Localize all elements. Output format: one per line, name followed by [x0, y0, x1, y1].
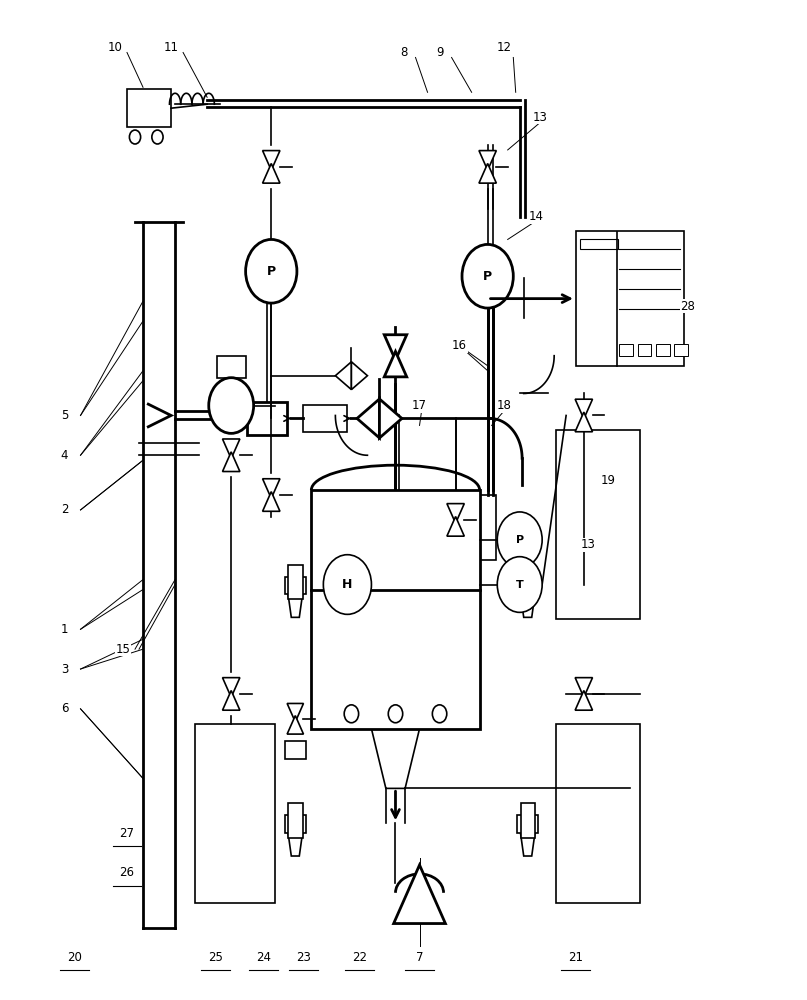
Polygon shape — [223, 678, 240, 697]
Bar — [312, 490, 479, 729]
Polygon shape — [351, 362, 367, 390]
Bar — [675, 344, 688, 356]
Bar — [517, 815, 538, 833]
Polygon shape — [262, 492, 280, 511]
Polygon shape — [336, 362, 351, 390]
Circle shape — [388, 705, 403, 723]
Bar — [576, 232, 684, 366]
Circle shape — [433, 705, 447, 723]
Polygon shape — [357, 399, 379, 438]
Polygon shape — [262, 151, 280, 170]
Polygon shape — [287, 716, 303, 734]
Circle shape — [462, 244, 513, 308]
Bar — [556, 724, 640, 903]
Bar — [556, 430, 640, 619]
Polygon shape — [447, 517, 464, 536]
Polygon shape — [223, 439, 240, 459]
Circle shape — [245, 239, 297, 303]
Text: 10: 10 — [107, 41, 123, 54]
Bar — [285, 741, 306, 759]
Circle shape — [129, 130, 140, 144]
Polygon shape — [575, 691, 592, 710]
Circle shape — [345, 705, 358, 723]
Text: 21: 21 — [568, 951, 583, 964]
Text: 1: 1 — [61, 623, 69, 636]
Text: P: P — [266, 265, 276, 278]
Text: 15: 15 — [115, 643, 131, 656]
Polygon shape — [223, 691, 240, 710]
Text: 13: 13 — [533, 111, 547, 124]
Bar — [217, 356, 245, 378]
Bar — [288, 565, 303, 599]
Text: 28: 28 — [680, 300, 696, 313]
Text: 9: 9 — [436, 46, 443, 59]
Bar — [285, 577, 306, 594]
Bar — [479, 495, 496, 560]
Polygon shape — [575, 678, 592, 697]
Text: P: P — [516, 535, 524, 545]
Bar — [638, 344, 651, 356]
Polygon shape — [575, 412, 592, 432]
Text: 2: 2 — [61, 503, 69, 516]
Polygon shape — [288, 833, 303, 856]
Bar — [247, 402, 287, 435]
Text: 26: 26 — [119, 866, 135, 879]
Bar — [285, 815, 306, 833]
Text: 27: 27 — [119, 827, 135, 840]
Text: 22: 22 — [352, 951, 367, 964]
Bar — [656, 344, 670, 356]
Text: 13: 13 — [580, 538, 596, 551]
Bar — [195, 724, 275, 903]
Text: 7: 7 — [416, 951, 424, 964]
Text: 4: 4 — [61, 449, 69, 462]
Text: 18: 18 — [496, 399, 511, 412]
Circle shape — [209, 378, 253, 433]
Polygon shape — [371, 729, 420, 788]
Polygon shape — [287, 703, 303, 722]
Circle shape — [324, 555, 371, 614]
Text: 17: 17 — [412, 399, 427, 412]
Bar — [288, 803, 303, 838]
Bar — [303, 405, 347, 432]
Text: 24: 24 — [256, 951, 270, 964]
Text: 11: 11 — [164, 41, 178, 54]
Text: 12: 12 — [496, 41, 511, 54]
Bar — [521, 803, 535, 838]
Polygon shape — [447, 504, 464, 523]
Polygon shape — [521, 833, 535, 856]
Polygon shape — [384, 335, 407, 360]
Text: 5: 5 — [61, 409, 68, 422]
Circle shape — [497, 557, 542, 612]
Text: 25: 25 — [207, 951, 223, 964]
Polygon shape — [521, 594, 535, 617]
Circle shape — [152, 130, 163, 144]
Polygon shape — [262, 163, 280, 183]
Polygon shape — [379, 399, 402, 438]
Text: 20: 20 — [68, 951, 82, 964]
Text: H: H — [342, 578, 353, 591]
Bar — [579, 239, 617, 249]
Polygon shape — [394, 865, 445, 924]
Bar — [127, 89, 171, 127]
Text: P: P — [483, 270, 492, 283]
Text: T: T — [516, 580, 524, 590]
Bar — [521, 565, 535, 599]
Text: 8: 8 — [399, 46, 408, 59]
Text: 3: 3 — [61, 663, 68, 676]
Text: 6: 6 — [61, 702, 69, 715]
Polygon shape — [479, 163, 496, 183]
Polygon shape — [575, 399, 592, 419]
Text: 23: 23 — [296, 951, 311, 964]
Text: 19: 19 — [600, 474, 616, 487]
Bar — [619, 344, 633, 356]
Bar — [517, 577, 538, 594]
Circle shape — [497, 512, 542, 568]
Polygon shape — [479, 151, 496, 170]
Polygon shape — [384, 351, 407, 377]
Text: 16: 16 — [452, 339, 467, 352]
Text: 14: 14 — [529, 210, 543, 223]
Polygon shape — [262, 479, 280, 498]
Polygon shape — [288, 594, 303, 617]
Polygon shape — [223, 452, 240, 472]
